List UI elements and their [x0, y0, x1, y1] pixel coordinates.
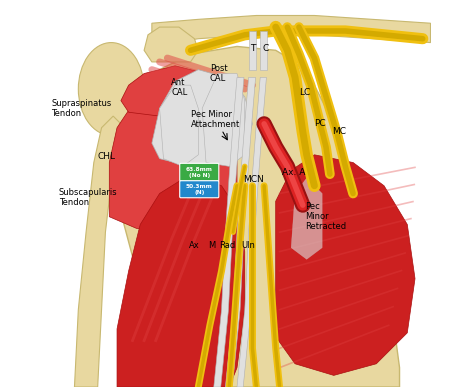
Polygon shape	[113, 46, 400, 387]
Polygon shape	[291, 178, 322, 259]
Text: Supraspinatus
Tendon: Supraspinatus Tendon	[51, 99, 111, 118]
Text: Post
CAL: Post CAL	[210, 64, 228, 83]
Text: Ax: Ax	[189, 241, 200, 250]
Text: LC: LC	[299, 88, 310, 98]
Text: 63.8mm
(No N): 63.8mm (No N)	[186, 167, 213, 178]
Polygon shape	[74, 116, 121, 387]
Text: C: C	[262, 44, 268, 53]
Polygon shape	[152, 70, 253, 166]
FancyBboxPatch shape	[180, 181, 219, 198]
FancyBboxPatch shape	[180, 163, 219, 181]
Text: Uln: Uln	[241, 241, 255, 250]
Text: Pec
Minor
Retracted: Pec Minor Retracted	[305, 202, 346, 231]
Text: Ax. A: Ax. A	[282, 168, 305, 177]
Polygon shape	[117, 174, 245, 387]
Text: MC: MC	[332, 127, 346, 136]
Polygon shape	[260, 31, 267, 70]
Text: Rad: Rad	[219, 241, 236, 250]
Text: M: M	[208, 241, 215, 250]
Text: Pec Minor
Attachment: Pec Minor Attachment	[191, 110, 240, 130]
Text: PC: PC	[314, 119, 326, 128]
Polygon shape	[109, 93, 237, 232]
Text: Ant
CAL: Ant CAL	[171, 77, 187, 97]
Text: T: T	[251, 44, 256, 53]
Polygon shape	[121, 66, 221, 116]
Text: CHL: CHL	[98, 152, 116, 161]
Polygon shape	[152, 15, 430, 46]
Polygon shape	[226, 77, 255, 387]
Text: Subscapularis
Tendon: Subscapularis Tendon	[59, 188, 118, 207]
Polygon shape	[144, 27, 198, 62]
Polygon shape	[202, 74, 245, 166]
Polygon shape	[214, 77, 244, 387]
Polygon shape	[276, 155, 415, 375]
Ellipse shape	[78, 43, 144, 135]
Polygon shape	[160, 85, 198, 166]
Polygon shape	[248, 31, 255, 70]
Polygon shape	[237, 77, 266, 387]
Text: MCN: MCN	[243, 175, 264, 185]
Text: 50.3mm
(N): 50.3mm (N)	[186, 184, 213, 195]
